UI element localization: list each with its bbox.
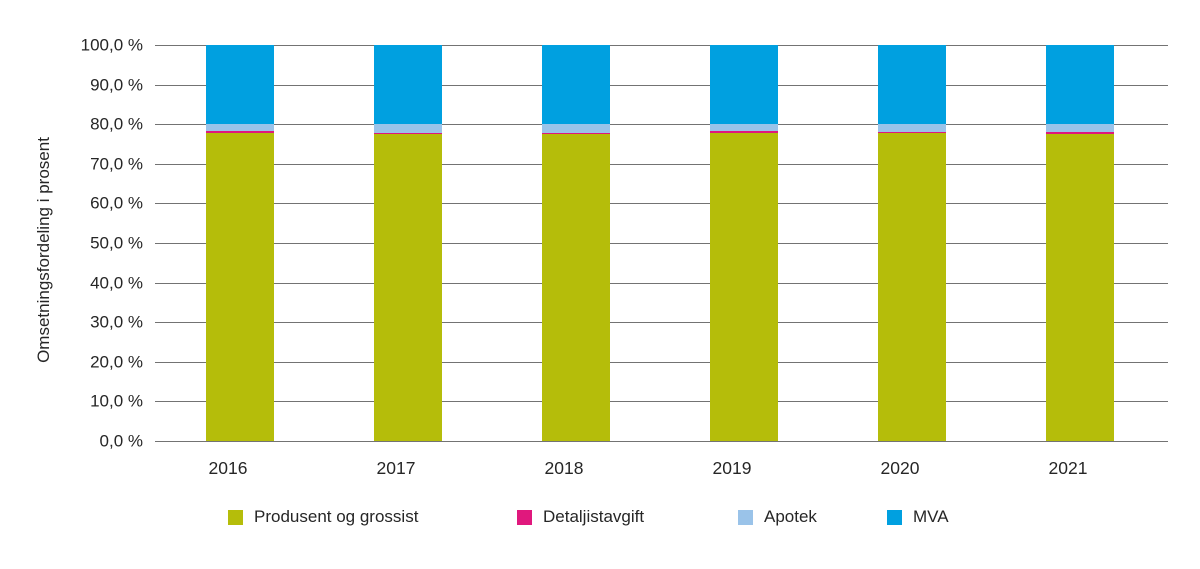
- y-tick-label-40: 40,0 %: [90, 273, 143, 293]
- bar-2018-segment-mva: [542, 45, 610, 125]
- bar-2017-segment-apotek: [374, 124, 442, 133]
- legend-item-apotek: Apotek: [738, 507, 817, 527]
- y-tick-label-10: 10,0 %: [90, 391, 143, 411]
- bar-2021: [1046, 45, 1114, 441]
- gridline-20: [155, 361, 1168, 363]
- legend-swatch-apotek-icon: [738, 509, 753, 525]
- x-tick-label-2020: 2020: [880, 458, 920, 478]
- gridline-100: [155, 45, 1168, 46]
- gridline-80: [155, 124, 1168, 126]
- y-tick-label-60: 60,0 %: [90, 193, 143, 213]
- gridline-60: [155, 203, 1168, 205]
- bar-2019-segment-detaljistavgift: [710, 131, 778, 133]
- bar-2020-segment-detaljistavgift: [878, 131, 946, 134]
- legend-label-detaljistavgift: Detaljistavgift: [543, 507, 645, 526]
- y-tick-label-30: 30,0 %: [90, 312, 143, 332]
- bar-2019-segment-produsent-og-grossist: [710, 132, 778, 441]
- legend-item-mva: MVA: [887, 507, 949, 527]
- bar-2020-segment-mva: [878, 45, 946, 125]
- legend-item-produsent-og-grossist: Produsent og grossist: [228, 507, 418, 527]
- legend-label-apotek: Apotek: [764, 507, 817, 526]
- y-tick-label-50: 50,0 %: [90, 233, 143, 253]
- legend-item-detaljistavgift: Detaljistavgift: [517, 507, 644, 527]
- bar-2019-segment-apotek: [710, 123, 778, 132]
- bar-2017-segment-mva: [374, 45, 442, 125]
- bar-2020-segment-apotek: [878, 124, 946, 132]
- bar-2019-segment-mva: [710, 45, 778, 124]
- bar-2020-segment-produsent-og-grossist: [878, 133, 946, 441]
- bar-2018-segment-apotek: [542, 124, 610, 133]
- y-tick-label-100: 100,0 %: [80, 35, 143, 55]
- y-tick-label-90: 90,0 %: [90, 75, 143, 95]
- x-tick-label-2016: 2016: [208, 458, 248, 478]
- bar-2018: [542, 45, 610, 441]
- x-tick-label-2018: 2018: [544, 458, 584, 478]
- legend-label-mva: MVA: [913, 507, 949, 526]
- x-tick-label-2019: 2019: [712, 458, 752, 478]
- gridline-10: [155, 401, 1168, 403]
- y-tick-label-70: 70,0 %: [90, 154, 143, 174]
- gridline-30: [155, 322, 1168, 324]
- x-tick-label-2017: 2017: [376, 458, 416, 478]
- bar-2018-segment-produsent-og-grossist: [542, 133, 610, 441]
- gridline-70: [155, 163, 1168, 165]
- legend-swatch-mva-icon: [887, 509, 902, 525]
- legend-swatch-produsent-og-grossist-icon: [228, 509, 243, 525]
- bar-2021-segment-mva: [1046, 45, 1114, 125]
- gridline-40: [155, 282, 1168, 284]
- legend-swatch-detaljistavgift-icon: [517, 509, 532, 525]
- y-tick-label-0: 0,0 %: [99, 431, 143, 451]
- bar-2017-segment-detaljistavgift: [374, 132, 442, 135]
- bar-2021-segment-apotek: [1046, 124, 1114, 133]
- bar-2016-segment-apotek: [206, 124, 274, 131]
- bar-2019: [710, 45, 778, 441]
- bar-2021-segment-detaljistavgift: [1046, 132, 1114, 134]
- y-tick-label-80: 80,0 %: [90, 114, 143, 134]
- bar-2016: [206, 45, 274, 441]
- bar-2018-segment-detaljistavgift: [542, 132, 610, 134]
- legend-label-produsent-og-grossist: Produsent og grossist: [254, 507, 419, 526]
- y-tick-label-20: 20,0 %: [90, 352, 143, 372]
- bar-2016-segment-produsent-og-grossist: [206, 132, 274, 441]
- bar-2017: [374, 45, 442, 441]
- bar-2021-segment-produsent-og-grossist: [1046, 133, 1114, 441]
- x-tick-label-2021: 2021: [1048, 458, 1088, 478]
- bar-2016-segment-detaljistavgift: [206, 130, 274, 133]
- gridline-90: [155, 84, 1168, 86]
- gridline-0: [155, 441, 1168, 442]
- gridline-50: [155, 243, 1168, 244]
- bar-2017-segment-produsent-og-grossist: [374, 134, 442, 441]
- bar-2016-segment-mva: [206, 45, 274, 125]
- bar-2020: [878, 45, 946, 441]
